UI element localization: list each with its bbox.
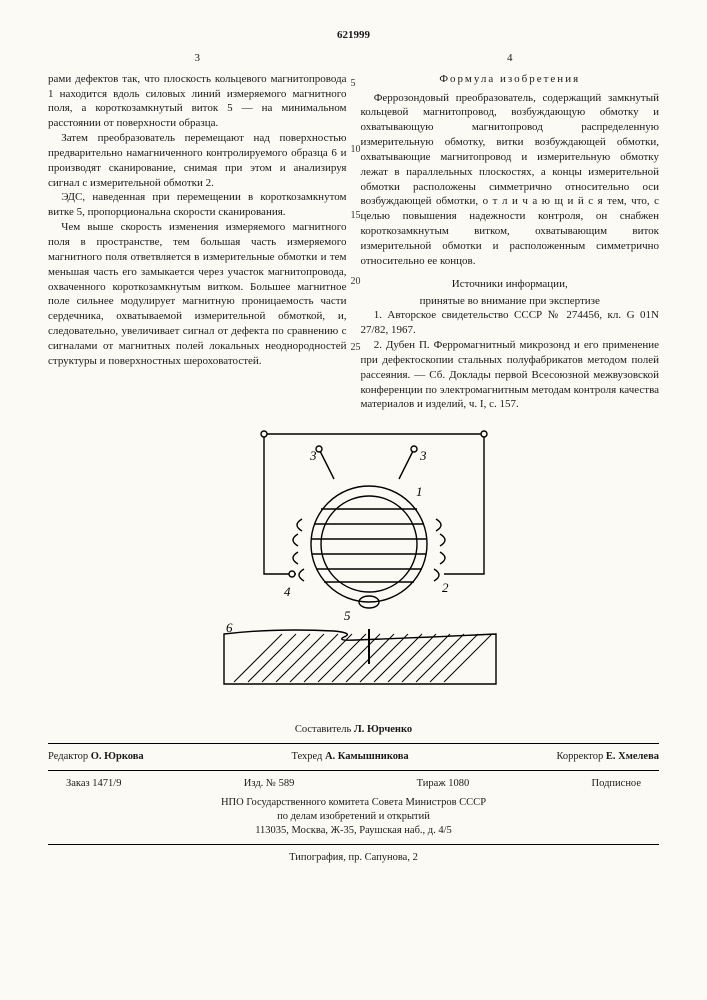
fig-label: 1 xyxy=(416,484,423,499)
para: рами дефектов так, что плоскость кольцев… xyxy=(48,72,347,131)
composer-line: Составитель Л. Юрченко xyxy=(48,723,659,737)
corrector: Корректор Е. Хмелева xyxy=(556,750,659,764)
typography: Типография, пр. Сапунова, 2 xyxy=(48,851,659,865)
figure: 3 3 1 2 4 5 6 xyxy=(48,424,659,709)
line-mark: 5 xyxy=(351,77,356,91)
page: 621999 3 рами дефектов так, что плоскост… xyxy=(0,0,707,1000)
line-mark: 10 xyxy=(351,143,361,157)
order-number: Заказ 1471/9 xyxy=(66,777,121,791)
org-line-2: по делам изобретений и открытий xyxy=(48,810,659,824)
line-mark: 15 xyxy=(351,209,361,223)
para: Затем преобразователь перемещают над пов… xyxy=(48,131,347,190)
divider xyxy=(48,743,659,744)
formula-text: Феррозондовый преобразователь, содержащи… xyxy=(361,91,660,269)
org-line-1: НПО Государственного комитета Совета Мин… xyxy=(48,796,659,810)
fig-label: 3 xyxy=(419,448,427,463)
editor: Редактор О. Юркова xyxy=(48,750,144,764)
address: 113035, Москва, Ж-35, Раушская наб., д. … xyxy=(48,824,659,838)
source-item: 1. Авторское свидетельство СССР № 274456… xyxy=(361,308,660,338)
col-number-left: 3 xyxy=(48,51,347,66)
print-run: Тираж 1080 xyxy=(417,777,470,791)
source-item: 2. Дубен П. Ферромагнитный микрозонд и е… xyxy=(361,338,660,412)
col-number-right: 4 xyxy=(361,51,660,66)
formula-title: Формула изобретения xyxy=(361,72,660,87)
sources-subtitle: принятые во внимание при экспертизе xyxy=(361,294,660,309)
divider xyxy=(48,770,659,771)
footer: Составитель Л. Юрченко Редактор О. Юрков… xyxy=(48,723,659,865)
sources-title: Источники информации, xyxy=(361,277,660,292)
fig-label: 6 xyxy=(226,620,233,635)
left-column: 3 рами дефектов так, что плоскость кольц… xyxy=(48,51,347,412)
line-mark: 25 xyxy=(351,341,361,355)
schematic-svg: 3 3 1 2 4 5 6 xyxy=(184,424,524,704)
fig-label: 2 xyxy=(442,580,449,595)
composer-label: Составитель xyxy=(295,724,351,735)
credits-row: Редактор О. Юркова Техред А. Камышникова… xyxy=(48,750,659,764)
line-mark: 20 xyxy=(351,275,361,289)
para: ЭДС, наведенная при перемещении в коротк… xyxy=(48,190,347,220)
fig-label: 3 xyxy=(309,448,317,463)
right-column: 5 10 15 20 25 4 Формула изобретения Ферр… xyxy=(361,51,660,412)
para: Чем выше скорость изменения измеряемого … xyxy=(48,220,347,368)
patent-number: 621999 xyxy=(48,28,659,43)
divider xyxy=(48,844,659,845)
fig-label: 5 xyxy=(344,608,351,623)
subscription: Подписное xyxy=(592,777,641,791)
publication-row: Заказ 1471/9 Изд. № 589 Тираж 1080 Подпи… xyxy=(66,777,641,791)
edition-number: Изд. № 589 xyxy=(244,777,295,791)
text-columns: 3 рами дефектов так, что плоскость кольц… xyxy=(48,51,659,412)
fig-label: 4 xyxy=(284,584,291,599)
techred: Техред А. Камышникова xyxy=(291,750,408,764)
composer-name: Л. Юрченко xyxy=(354,724,412,735)
